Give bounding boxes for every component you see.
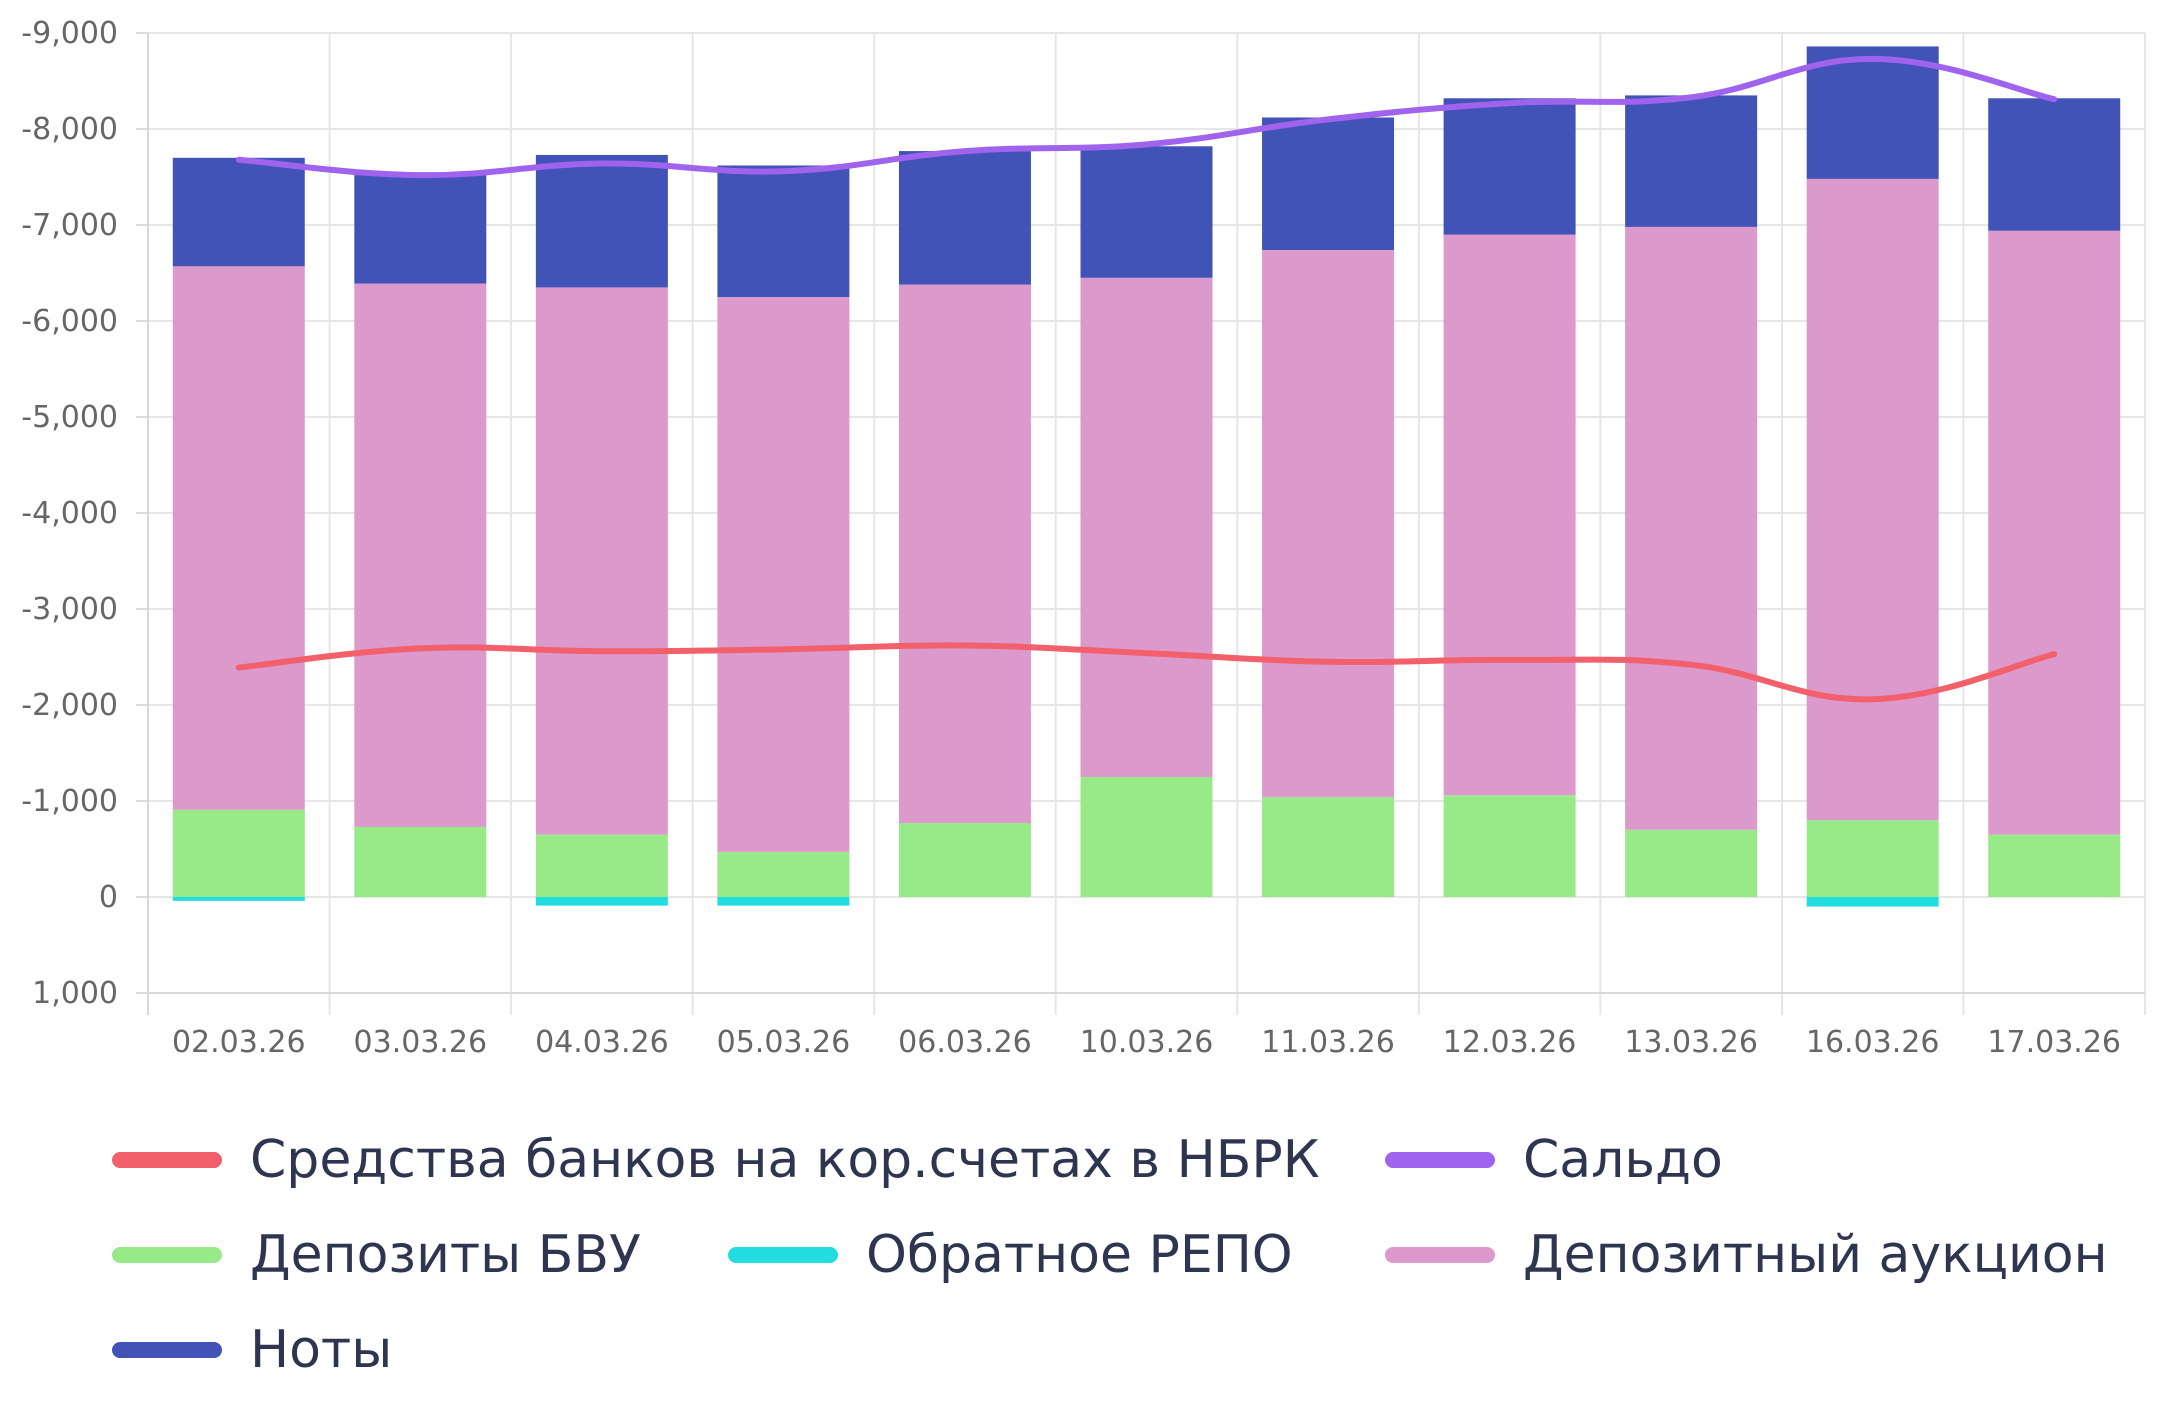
bar-segment <box>898 823 1031 897</box>
bar-segment <box>898 284 1031 824</box>
x-tick-label: 13.03.26 <box>1624 1025 1758 1060</box>
bar-segment <box>354 175 487 284</box>
legend-item-deposits-bvu[interactable]: Депозиты БВУ <box>112 1215 641 1295</box>
legend-label-korscheta: Средства банков на кор.счетах в НБРК <box>250 1130 1320 1190</box>
bar-segment <box>1262 117 1395 250</box>
x-tick-label: 04.03.26 <box>535 1025 669 1060</box>
legend-item-deposit-auction[interactable]: Депозитный аукцион <box>1385 1215 2108 1295</box>
bar-segment <box>172 266 305 810</box>
bar-segment <box>1080 777 1213 897</box>
bar-segment <box>1806 46 1939 179</box>
bar-segment <box>1080 146 1213 278</box>
bars <box>172 46 2121 907</box>
bar-segment <box>172 897 305 901</box>
legend-item-korscheta[interactable]: Средства банков на кор.счетах в НБРК <box>112 1120 1320 1200</box>
bar-segment <box>1988 230 2121 835</box>
y-tick-label: -6,000 <box>21 304 118 339</box>
legend-swatch-notes <box>112 1342 222 1358</box>
bar-segment <box>1988 98 2121 231</box>
bar-segment <box>717 165 850 297</box>
bar-segment <box>1625 226 1758 830</box>
bar-segment <box>1806 820 1939 897</box>
y-tick-label: -8,000 <box>21 112 118 147</box>
bar-segment <box>1625 95 1758 227</box>
legend-label-deposit-auction: Депозитный аукцион <box>1523 1225 2108 1285</box>
y-tick-label: -2,000 <box>21 688 118 723</box>
bar-segment <box>1443 234 1576 796</box>
legend-item-reverse-repo[interactable]: Обратное РЕПО <box>728 1215 1293 1295</box>
bar-segment <box>717 897 850 906</box>
line-korscheta <box>235 642 2058 703</box>
bar-segment <box>354 826 487 897</box>
legend-item-saldo[interactable]: Сальдо <box>1385 1120 1723 1200</box>
bar-segment <box>535 897 668 906</box>
legend-label-deposits-bvu: Депозиты БВУ <box>250 1225 641 1285</box>
y-tick-label: 1,000 <box>32 976 118 1011</box>
x-tick-label: 11.03.26 <box>1261 1025 1395 1060</box>
bar-segment <box>1806 178 1939 821</box>
bar-segment <box>535 287 668 835</box>
y-tick-label: -1,000 <box>21 784 118 819</box>
y-tick-label: -7,000 <box>21 208 118 243</box>
x-tick-label: 16.03.26 <box>1806 1025 1940 1060</box>
x-tick-label: 12.03.26 <box>1443 1025 1577 1060</box>
legend-swatch-reverse-repo <box>728 1247 838 1263</box>
chart-plot: -9,000 -8,000 -7,000 -6,000 -5,000 -4,000 -3,0… <box>21 16 2146 1060</box>
x-tick-label: 03.03.26 <box>354 1025 488 1060</box>
x-tick-label: 05.03.26 <box>717 1025 851 1060</box>
bar-segment <box>535 834 668 897</box>
bar-segment <box>1806 897 1939 907</box>
x-tick-label: 06.03.26 <box>898 1025 1032 1060</box>
bar-segment <box>898 151 1031 285</box>
y-tick-label: -5,000 <box>21 400 118 435</box>
x-tick-label: 02.03.26 <box>172 1025 306 1060</box>
legend-item-notes[interactable]: Ноты <box>112 1310 392 1390</box>
bar-segment <box>1443 98 1576 235</box>
line-saldo <box>235 55 2058 179</box>
legend-swatch-saldo <box>1385 1152 1495 1168</box>
bar-segment <box>1262 249 1395 798</box>
bar-segment <box>1080 277 1213 777</box>
x-tick-label: 10.03.26 <box>1080 1025 1214 1060</box>
bar-segment <box>1625 829 1758 897</box>
bar-segment <box>1988 834 2121 897</box>
bar-segment <box>535 154 668 288</box>
bar-segment <box>354 283 487 827</box>
bar-segment <box>1443 795 1576 897</box>
bar-segment <box>717 297 850 852</box>
legend-label-saldo: Сальдо <box>1523 1130 1723 1190</box>
y-tick-label: 0 <box>99 880 118 915</box>
x-tick-label: 17.03.26 <box>1987 1025 2121 1060</box>
bar-segment <box>172 157 305 267</box>
bar-segment <box>1262 797 1395 897</box>
legend: Средства банков на кор.счетах в НБРК Сал… <box>0 1120 2160 1414</box>
legend-swatch-deposit-auction <box>1385 1247 1495 1263</box>
y-tick-label: -3,000 <box>21 592 118 627</box>
y-tick-label: -4,000 <box>21 496 118 531</box>
legend-label-reverse-repo: Обратное РЕПО <box>866 1225 1293 1285</box>
legend-swatch-korscheta <box>112 1152 222 1168</box>
bar-segment <box>717 851 850 897</box>
bar-segment <box>172 809 305 897</box>
legend-label-notes: Ноты <box>250 1320 393 1380</box>
y-tick-label: -9,000 <box>21 16 118 51</box>
legend-swatch-deposits-bvu <box>112 1247 222 1263</box>
